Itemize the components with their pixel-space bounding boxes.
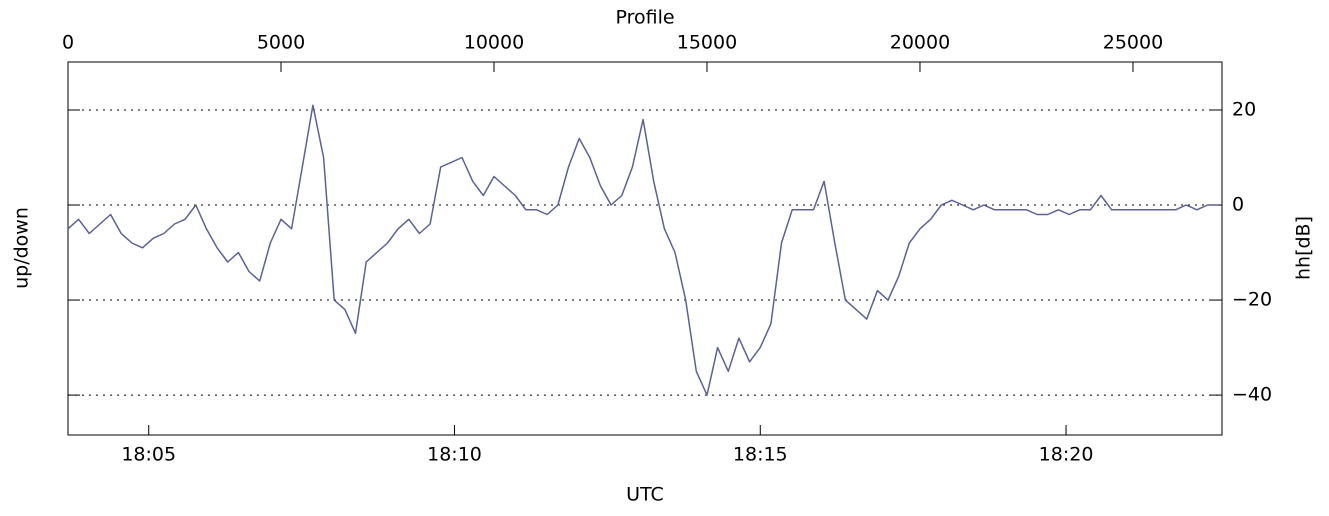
y-axis-title: up/down bbox=[11, 207, 33, 289]
y2-axis-title: hh[dB] bbox=[1293, 216, 1315, 280]
x2-tick-label: 18:05 bbox=[121, 444, 176, 466]
x2-tick-label: 18:15 bbox=[733, 444, 788, 466]
x-tick-label: 15000 bbox=[677, 32, 737, 54]
data-line bbox=[67, 104, 1219, 396]
x-tick-label: 20000 bbox=[890, 32, 950, 54]
x-tick-label: 5000 bbox=[257, 32, 305, 54]
x2-axis-title: UTC bbox=[626, 484, 664, 506]
y2-tick-label: 20 bbox=[1232, 98, 1256, 120]
y2-tick-label: −20 bbox=[1232, 289, 1272, 311]
x-tick-label: 10000 bbox=[464, 32, 524, 54]
x-tick-label: 0 bbox=[62, 32, 74, 54]
x2-tick-label: 18:20 bbox=[1039, 444, 1094, 466]
plot-frame bbox=[67, 61, 1223, 436]
x-axis-title: Profile bbox=[615, 7, 674, 29]
x-tick-label: 25000 bbox=[1103, 32, 1163, 54]
y2-tick-label: −40 bbox=[1232, 384, 1272, 406]
y2-tick-label: 0 bbox=[1232, 194, 1244, 216]
x2-tick-label: 18:10 bbox=[427, 444, 482, 466]
